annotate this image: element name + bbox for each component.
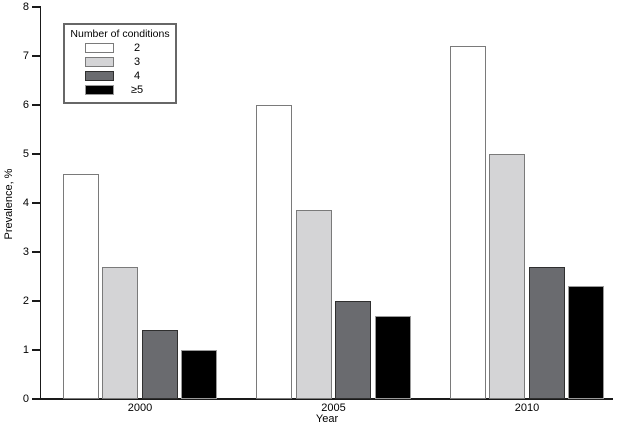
bar <box>374 315 411 399</box>
legend-swatch <box>85 43 114 53</box>
y-axis <box>39 6 41 400</box>
x-category-label: 2005 <box>321 402 346 414</box>
legend-item-label: 4 <box>133 70 141 82</box>
y-axis-title: Prevalence, % <box>3 168 15 240</box>
bar <box>102 266 139 399</box>
bar <box>489 154 526 399</box>
legend-swatch <box>85 71 114 81</box>
y-tick-mark <box>32 300 40 302</box>
y-tick-label: 4 <box>22 196 29 209</box>
bar <box>335 301 372 399</box>
bar <box>62 173 99 399</box>
legend-rows: 2 3 4 ≥5 <box>65 41 175 97</box>
y-tick-label: 6 <box>22 98 29 111</box>
plot-area <box>41 7 612 399</box>
y-tick-mark <box>32 398 40 400</box>
bar <box>295 210 332 399</box>
legend-swatch <box>85 57 114 67</box>
bar <box>528 266 565 399</box>
y-tick-label: 8 <box>22 0 29 13</box>
legend-swatch <box>85 85 114 95</box>
y-tick-mark <box>32 55 40 57</box>
legend-item: 3 <box>65 55 175 69</box>
legend-item: 2 <box>65 41 175 55</box>
bar <box>449 46 486 399</box>
x-category-label: 2000 <box>127 402 153 414</box>
y-tick-mark <box>32 153 40 155</box>
y-tick-label: 0 <box>22 392 29 405</box>
y-tick-label: 3 <box>22 245 29 258</box>
legend-item: 4 <box>65 69 175 83</box>
x-axis-title: Year <box>315 413 339 425</box>
x-category-label: 2010 <box>514 402 540 414</box>
bar <box>141 330 178 399</box>
bar <box>568 286 605 399</box>
y-tick-label: 5 <box>22 147 29 160</box>
legend-title: Number of conditions <box>70 28 170 40</box>
y-tick-mark <box>32 202 40 204</box>
y-tick-mark <box>32 251 40 253</box>
legend-item-label: ≥5 <box>130 84 144 96</box>
y-tick-label: 7 <box>22 49 29 62</box>
y-tick-label: 2 <box>22 294 29 307</box>
legend-item-label: 3 <box>133 56 141 68</box>
bar <box>256 105 293 399</box>
bar <box>181 350 218 399</box>
y-tick-mark <box>32 104 40 106</box>
y-tick-mark <box>32 349 40 351</box>
legend-item: ≥5 <box>65 83 175 97</box>
y-tick-label: 1 <box>22 343 29 356</box>
legend-item-label: 2 <box>133 42 141 54</box>
legend: Number of conditions 2 3 4 ≥5 <box>63 23 177 104</box>
y-tick-mark <box>32 6 40 8</box>
